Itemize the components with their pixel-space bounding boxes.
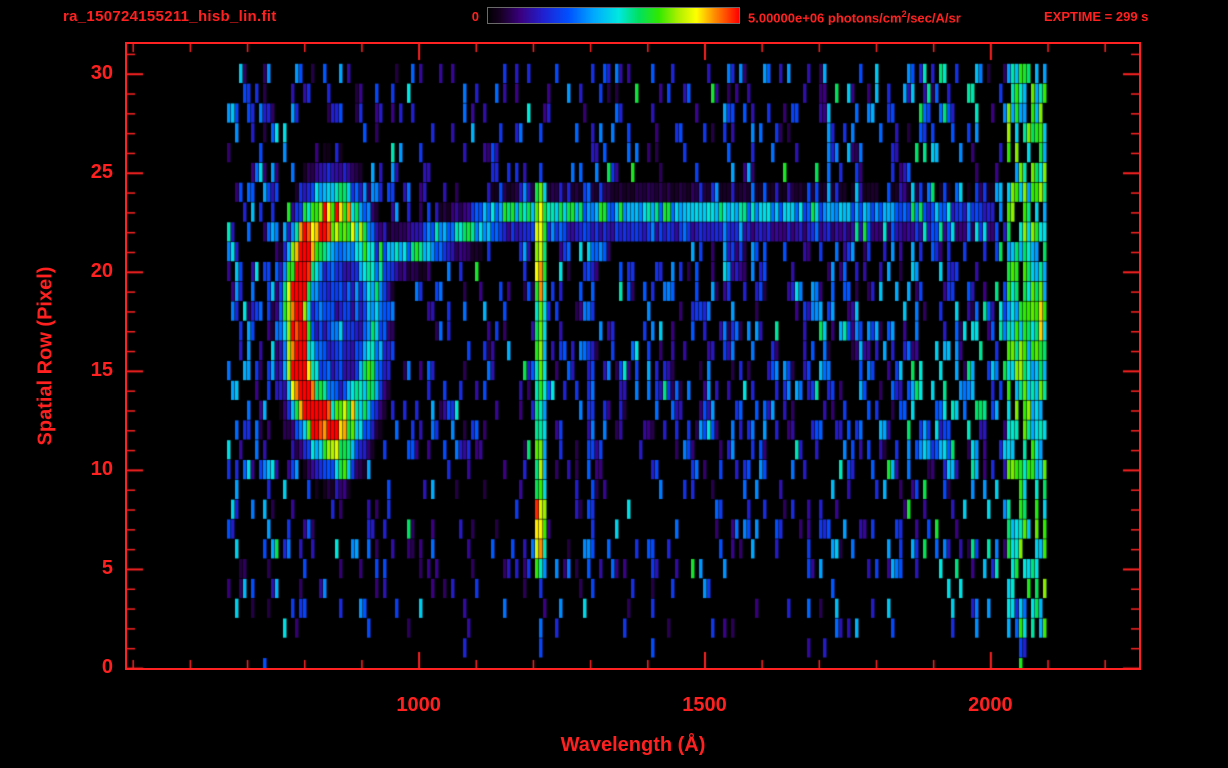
heatmap-canvas bbox=[127, 44, 1139, 668]
y-tick-label: 15 bbox=[90, 358, 113, 381]
colorbar-max-sup: 2 bbox=[901, 9, 907, 19]
x-tick-label: 1000 bbox=[396, 694, 441, 716]
y-tick-label: 5 bbox=[101, 556, 113, 579]
y-tick-label: 30 bbox=[90, 61, 113, 84]
x-tick-label: 2000 bbox=[968, 694, 1013, 716]
y-tick-label: 0 bbox=[101, 656, 113, 678]
y-axis-label: Spatial Row (Pixel) bbox=[34, 266, 57, 446]
y-tick-label: 10 bbox=[90, 457, 113, 480]
x-tick-label: 1500 bbox=[682, 694, 727, 716]
colorbar-min-label: 0 bbox=[471, 9, 479, 24]
y-tick-label: 25 bbox=[90, 160, 113, 183]
filename-title: ra_150724155211_hisb_lin.fit bbox=[63, 8, 277, 25]
colorbar-max-label: 5.00000e+06 photons/cm2/sec/A/sr bbox=[748, 9, 961, 25]
plot-area bbox=[125, 42, 1141, 670]
colorbar-max-text: 5.00000e+06 photons/cm bbox=[748, 10, 902, 26]
exptime-label: EXPTIME = 299 s bbox=[1044, 9, 1149, 24]
y-tick-label: 20 bbox=[90, 259, 113, 282]
colorbar bbox=[487, 7, 740, 24]
x-axis-label: Wavelength (Å) bbox=[560, 734, 706, 756]
colorbar-max-units: /sec/A/sr bbox=[906, 10, 961, 26]
